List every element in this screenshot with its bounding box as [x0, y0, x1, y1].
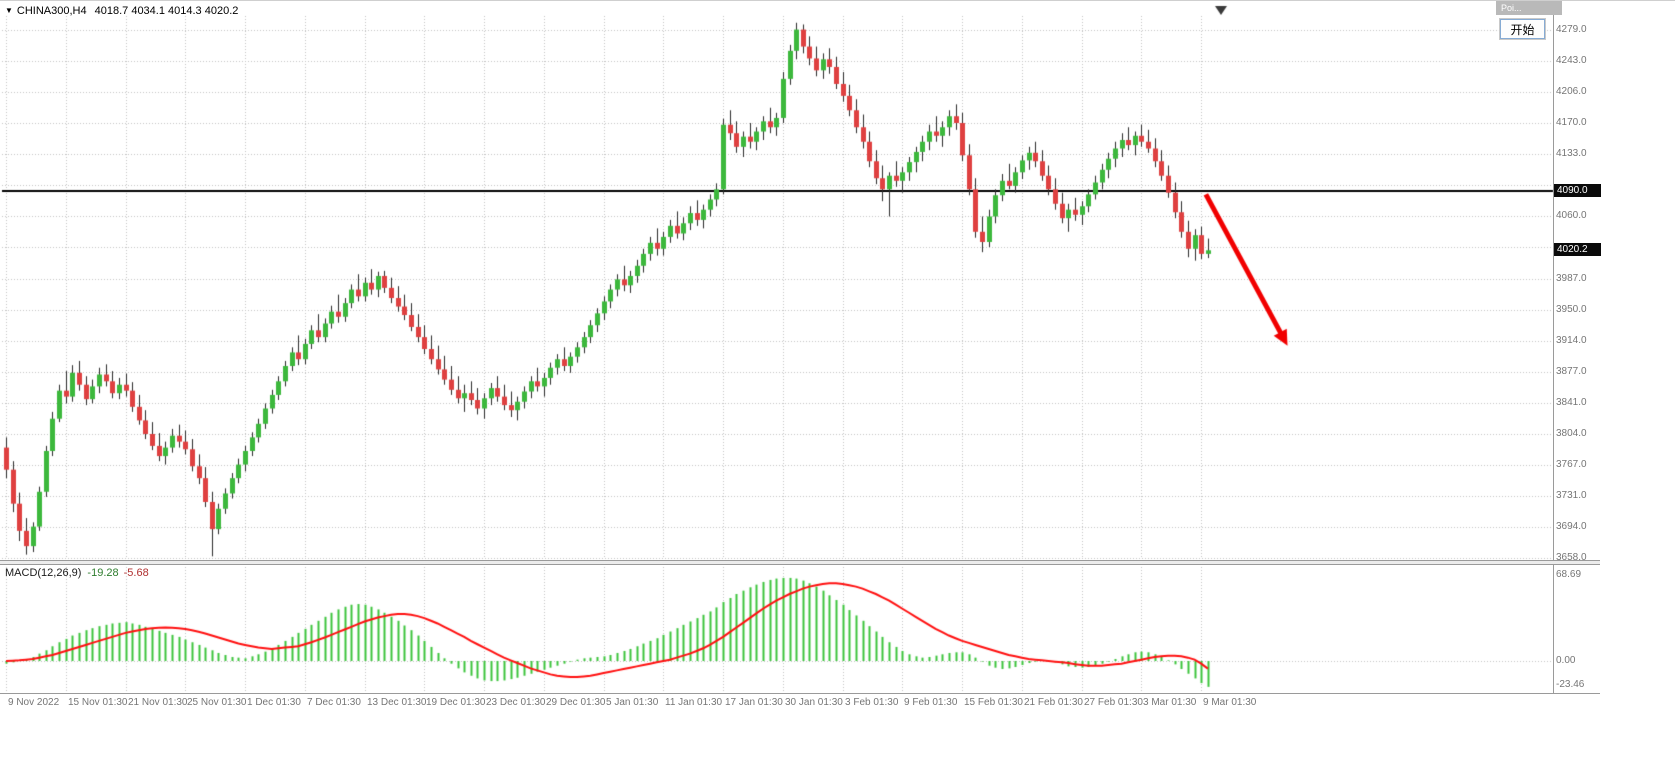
price-axis-label: 4060.0 [1556, 210, 1587, 221]
macd-indicator-label: MACD(12,26,9) -19.28 -5.68 [5, 567, 149, 579]
time-axis-label: 3 Feb 01:30 [845, 697, 899, 708]
time-axis-label: 21 Nov 01:30 [128, 697, 188, 708]
price-axis-label: 4206.0 [1556, 86, 1587, 97]
macd-axis-label: 68.69 [1556, 569, 1582, 580]
symbol-text: CHINA300,H4 [16, 5, 87, 17]
time-axis-label: 15 Feb 01:30 [964, 697, 1023, 708]
price-axis-label: 3804.0 [1556, 428, 1587, 439]
overlay-window-title[interactable]: Poi... [1496, 1, 1562, 15]
price-axis-label: 4170.0 [1556, 117, 1587, 128]
price-axis-label: 4279.0 [1556, 24, 1587, 35]
ohlc-values: 4018.7 4034.1 4014.3 4020.2 [94, 5, 239, 17]
hline-price-tag[interactable]: 4090.0 [1554, 184, 1601, 197]
time-axis-label: 19 Dec 01:30 [426, 697, 486, 708]
price-axis-separator [1553, 1, 1554, 693]
price-axis-label: 4243.0 [1556, 55, 1587, 66]
time-axis-label: 13 Dec 01:30 [367, 697, 427, 708]
price-axis-label: 3658.0 [1556, 552, 1587, 563]
price-axis-label: 3950.0 [1556, 304, 1587, 315]
time-axis-label: 15 Nov 01:30 [68, 697, 128, 708]
price-axis-label: 3914.0 [1556, 335, 1587, 346]
symbol-label: ▼ CHINA300,H4 4018.7 4034.1 4014.3 4020.2 [5, 5, 238, 17]
price-axis-label: 3767.0 [1556, 459, 1587, 470]
time-axis-label: 21 Feb 01:30 [1024, 697, 1083, 708]
macd-axis-label: -23.46 [1556, 679, 1585, 690]
macd-axis-label: 0.00 [1556, 655, 1576, 666]
price-axis-label: 3694.0 [1556, 521, 1587, 532]
time-axis-label: 7 Dec 01:30 [307, 697, 361, 708]
time-axis-label: 9 Mar 01:30 [1203, 697, 1257, 708]
last-price-tag: 4020.2 [1554, 243, 1601, 256]
time-axis-label: 29 Dec 01:30 [546, 697, 606, 708]
price-axis-label: 3841.0 [1556, 397, 1587, 408]
price-axis-label: 3877.0 [1556, 366, 1587, 377]
time-axis-separator [0, 693, 1600, 694]
pane-splitter[interactable] [0, 560, 1600, 565]
time-axis-label: 3 Mar 01:30 [1143, 697, 1197, 708]
start-button[interactable]: 开始 [1500, 19, 1545, 39]
time-axis-label: 25 Nov 01:30 [187, 697, 247, 708]
time-axis-label: 9 Feb 01:30 [904, 697, 958, 708]
time-axis-label: 9 Nov 2022 [8, 697, 60, 708]
time-axis-label: 11 Jan 01:30 [665, 697, 723, 708]
time-axis-label: 5 Jan 01:30 [606, 697, 659, 708]
time-axis-label: 23 Dec 01:30 [486, 697, 546, 708]
time-axis-label: 30 Jan 01:30 [785, 697, 843, 708]
price-axis-label: 3731.0 [1556, 490, 1587, 501]
macd-name: MACD(12,26,9) [5, 567, 82, 579]
time-axis-label: 27 Feb 01:30 [1084, 697, 1143, 708]
macd-signal-value: -5.68 [123, 567, 149, 579]
macd-main-value: -19.28 [87, 567, 119, 579]
chart-menu-triangle-icon[interactable]: ▼ [5, 6, 13, 15]
price-axis-label: 3987.0 [1556, 273, 1587, 284]
time-axis-label: 1 Dec 01:30 [247, 697, 301, 708]
price-axis-label: 4133.0 [1556, 148, 1587, 159]
time-axis-label: 17 Jan 01:30 [725, 697, 783, 708]
